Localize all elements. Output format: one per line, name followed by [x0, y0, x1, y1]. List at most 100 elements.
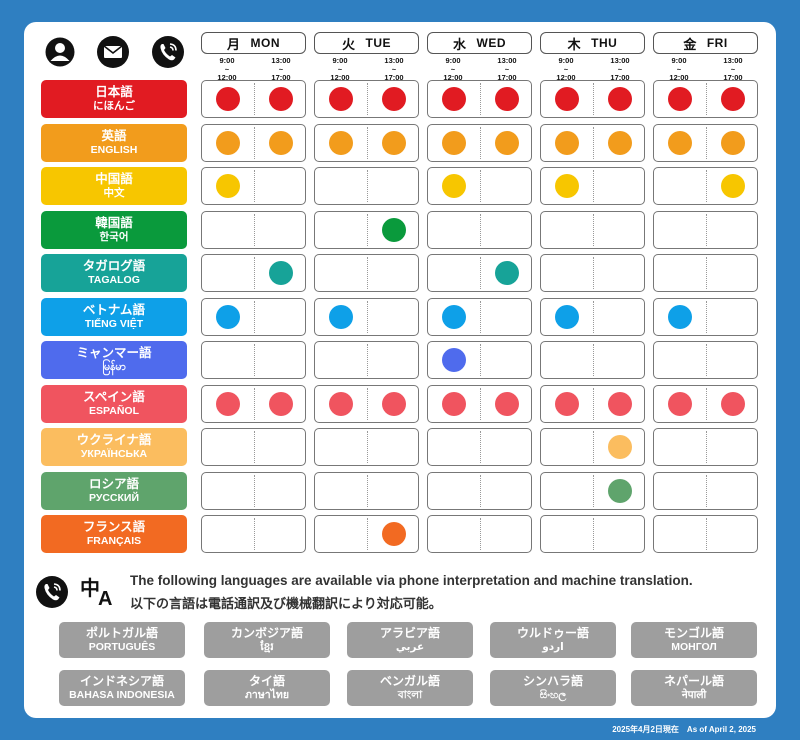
- slot-divider: [366, 388, 368, 420]
- availability-dot: [495, 87, 519, 111]
- availability-cell: [653, 298, 758, 336]
- time-slot-label: 13:00 ~17:00: [600, 56, 640, 83]
- availability-cell: [427, 254, 532, 292]
- remote-language-name-native: বাংলা: [397, 689, 423, 701]
- language-name-jp: 日本語: [95, 85, 133, 99]
- slot-divider: [705, 257, 707, 289]
- availability-dot: [382, 392, 406, 416]
- slot-divider: [705, 170, 707, 202]
- language-name-jp: 英語: [101, 129, 127, 143]
- slot-divider: [366, 344, 368, 376]
- remote-language-name-native: ภาษาไทย: [245, 689, 289, 701]
- remote-language-2: アラビア語 عربي: [347, 622, 473, 658]
- availability-dot: [608, 392, 632, 416]
- remote-language-name-native: МОНГОЛ: [671, 641, 717, 653]
- availability-cell: [314, 298, 419, 336]
- slot-divider: [592, 388, 594, 420]
- remote-language-name-jp: カンボジア語: [230, 626, 303, 640]
- availability-dot: [216, 392, 240, 416]
- language-label-8: ウクライナ語 УКРАЇНСЬКА: [41, 428, 187, 466]
- phone-icon: [34, 574, 70, 610]
- translate-glyph-a: A: [98, 588, 113, 610]
- time-slot-label: 9:00 ~12:00: [320, 56, 360, 83]
- user-icon: [42, 34, 78, 70]
- slot-divider: [366, 214, 368, 246]
- availability-cell: [427, 167, 532, 205]
- day-header-fri: 金 FRI: [653, 32, 758, 54]
- slot-divider: [705, 127, 707, 159]
- availability-dot: [608, 435, 632, 459]
- remote-language-name-jp: シンハラ語: [522, 674, 583, 688]
- availability-dot: [555, 131, 579, 155]
- availability-cell: [314, 80, 419, 118]
- availability-dot: [269, 87, 293, 111]
- slot-divider: [479, 388, 481, 420]
- language-name-native: FRANÇAIS: [86, 535, 142, 547]
- language-name-native: 中文: [103, 187, 125, 199]
- availability-cell: [201, 211, 306, 249]
- slot-divider: [592, 83, 594, 115]
- availability-cell: [201, 298, 306, 336]
- availability-cell: [540, 254, 645, 292]
- slot-sep: ~: [617, 64, 623, 74]
- day-en-label: MON: [250, 36, 280, 50]
- language-label-6: ミャンマー語 မြန်မာ: [41, 341, 187, 379]
- slot-divider: [592, 431, 594, 463]
- remote-language-name-native: عربي: [395, 641, 425, 653]
- remote-language-name-native: BAHASA INDONESIA: [69, 689, 175, 701]
- slot-divider: [592, 214, 594, 246]
- language-name-jp: 中国語: [95, 172, 133, 186]
- remote-language-0: ポルトガル語 PORTUGUÊS: [59, 622, 185, 658]
- availability-cell: [540, 124, 645, 162]
- slot-start: 13:00: [610, 56, 630, 65]
- availability-cell: [540, 515, 645, 553]
- availability-cell: [540, 80, 645, 118]
- slot-divider: [366, 475, 368, 507]
- availability-dot: [608, 87, 632, 111]
- availability-cell: [201, 428, 306, 466]
- availability-dot: [382, 522, 406, 546]
- slot-divider: [366, 518, 368, 550]
- slot-end: 17:00: [271, 73, 291, 82]
- availability-cell: [201, 341, 306, 379]
- slot-divider: [479, 431, 481, 463]
- availability-dot: [721, 87, 745, 111]
- availability-cell: [427, 515, 532, 553]
- slot-start: 13:00: [271, 56, 291, 65]
- slot-end: 12:00: [556, 73, 576, 82]
- remote-language-name-native: ខ្មែរ: [260, 641, 274, 653]
- slot-divider: [366, 170, 368, 202]
- time-slot-label: 13:00 ~17:00: [713, 56, 753, 83]
- day-header-mon: 月 MON: [201, 32, 306, 54]
- slot-divider: [592, 301, 594, 333]
- availability-cell: [653, 428, 758, 466]
- slot-sep: ~: [278, 64, 284, 74]
- day-header-tue: 火 TUE: [314, 32, 419, 54]
- slot-start: 9:00: [219, 56, 235, 65]
- day-jp-label: 金: [683, 36, 697, 52]
- availability-cell: [314, 254, 419, 292]
- language-label-1: 英語 ENGLISH: [41, 124, 187, 162]
- day-jp-label: 火: [341, 36, 356, 52]
- remote-language-name-jp: アラビア語: [379, 626, 440, 640]
- day-en-label: TUE: [365, 36, 391, 50]
- slot-start: 9:00: [332, 56, 348, 65]
- availability-cell: [653, 385, 758, 423]
- day-jp-label: 月: [226, 36, 241, 52]
- availability-dot: [269, 131, 293, 155]
- availability-dot: [269, 392, 293, 416]
- remote-language-1: カンボジア語 ខ្មែរ: [204, 622, 330, 658]
- availability-dot: [495, 261, 519, 285]
- slot-sep: ~: [337, 64, 343, 74]
- availability-cell: [653, 211, 758, 249]
- language-name-jp: ベトナム語: [82, 303, 146, 317]
- availability-cell: [201, 167, 306, 205]
- slot-sep: ~: [676, 64, 682, 74]
- availability-cell: [314, 341, 419, 379]
- as-of-date: 2025年4月2日現在 As of April 2, 2025: [612, 725, 756, 734]
- slot-divider: [253, 214, 255, 246]
- slot-sep: ~: [730, 64, 736, 74]
- availability-cell: [314, 428, 419, 466]
- remote-language-name-jp: インドネシア語: [79, 674, 164, 688]
